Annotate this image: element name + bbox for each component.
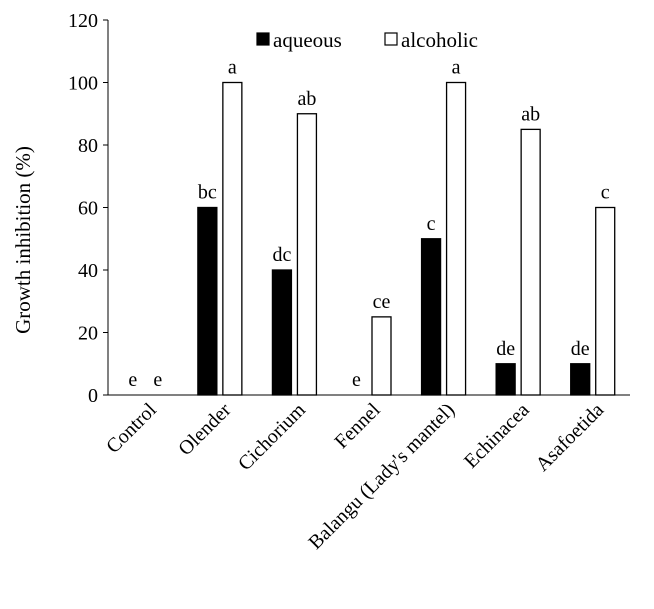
bar-alcoholic: [222, 81, 243, 396]
bar-letter-label: e: [128, 369, 137, 391]
bar-alcoholic: [296, 113, 318, 396]
category-label: Echinacea: [460, 399, 534, 473]
bar-aqueous: [570, 363, 591, 396]
bar-alcoholic: [371, 316, 392, 396]
bar-alcoholic: [445, 81, 467, 396]
bar-aqueous: [420, 238, 442, 396]
category-label: Olender: [174, 399, 235, 460]
bar-letter-label: e: [153, 369, 162, 391]
legend-label-aqueous: aqueous: [273, 28, 342, 52]
y-tick-label: 80: [78, 135, 98, 157]
bar-letter-label: c: [427, 213, 436, 235]
category-label: Fennel: [330, 399, 384, 453]
bar-letter-label: e: [352, 369, 361, 391]
bar-letter-label: bc: [198, 182, 217, 204]
bar-letter-label: ab: [521, 103, 540, 125]
y-axis: 0 20 40 60 80 100 120: [68, 10, 109, 407]
legend-swatch-alcoholic: [384, 32, 398, 46]
bar-letter-label: ce: [373, 291, 391, 313]
legend-swatch-aqueous: [256, 32, 270, 46]
bar-letter-label: ab: [297, 88, 316, 110]
bar-letter-label: de: [571, 338, 590, 360]
bar-alcoholic: [595, 206, 616, 396]
legend: aqueous alcoholic: [256, 28, 478, 52]
bar-alcoholic: [520, 128, 541, 396]
y-tick-label: 120: [68, 10, 98, 32]
category-label: Cichorium: [234, 399, 310, 475]
bar-letter-label: de: [496, 338, 515, 360]
y-tick-label: 40: [78, 260, 98, 282]
y-tick-label: 100: [68, 73, 98, 95]
y-tick-label: 20: [78, 323, 98, 345]
y-axis-title: Growth inhibition (%): [11, 146, 35, 334]
y-tick-label: 0: [88, 385, 98, 407]
bar-letter-label: a: [228, 57, 237, 79]
category-label: Asafoetida: [531, 399, 608, 476]
legend-label-alcoholic: alcoholic: [401, 28, 478, 52]
bars: [197, 81, 616, 396]
bar-letter-label: dc: [272, 244, 291, 266]
y-tick-label: 60: [78, 198, 98, 220]
category-label: Balangu (Lady's mantel): [304, 399, 459, 554]
category-label: Control: [102, 399, 161, 458]
bar-aqueous: [271, 269, 293, 396]
bar-letter-label: a: [452, 57, 461, 79]
bar-letter-label: c: [601, 182, 610, 204]
bar-aqueous: [495, 363, 516, 396]
bar-aqueous: [197, 206, 218, 396]
